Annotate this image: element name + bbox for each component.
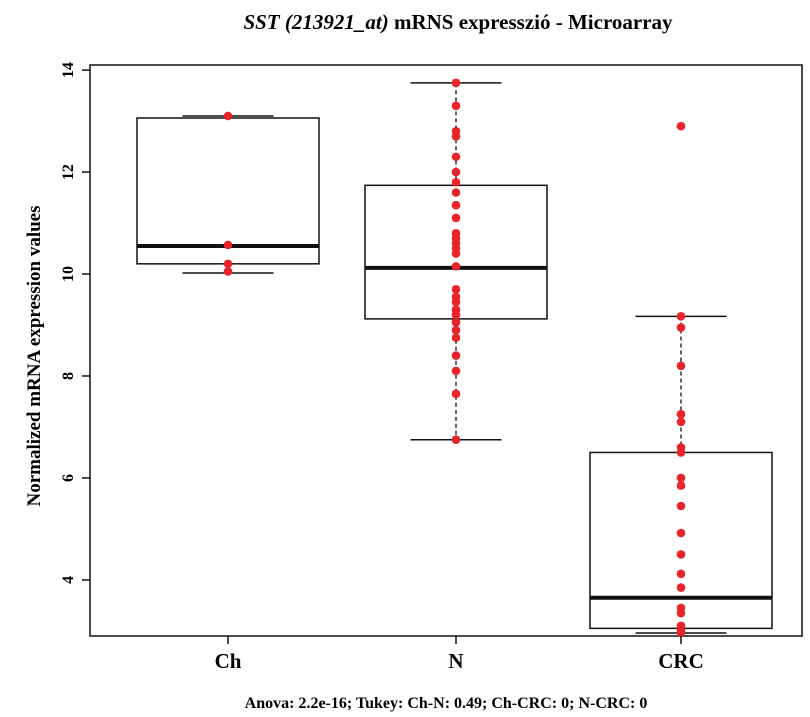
data-point bbox=[223, 259, 233, 269]
data-point bbox=[451, 351, 461, 360]
data-point bbox=[676, 361, 686, 371]
y-tick-label: 14 bbox=[60, 62, 77, 78]
box-ch bbox=[136, 117, 320, 265]
points-group bbox=[223, 78, 686, 637]
y-tick-label: 4 bbox=[60, 576, 77, 584]
data-point bbox=[451, 310, 461, 320]
data-point bbox=[451, 101, 461, 111]
data-point bbox=[451, 333, 461, 343]
chart-title-gene: SST (213921_at) bbox=[243, 10, 388, 34]
data-point bbox=[451, 188, 461, 197]
chart-title-rest: mRNS expresszió - Microarray bbox=[389, 10, 673, 34]
data-point bbox=[223, 267, 233, 276]
data-point bbox=[451, 78, 461, 88]
data-point bbox=[676, 608, 686, 618]
data-point bbox=[676, 448, 686, 457]
y-tick-label: 8 bbox=[60, 372, 77, 380]
data-point bbox=[676, 312, 686, 321]
box-group bbox=[136, 82, 773, 634]
data-point bbox=[676, 481, 686, 490]
data-point bbox=[451, 285, 461, 294]
data-point bbox=[676, 323, 686, 332]
data-point bbox=[451, 325, 461, 335]
data-point bbox=[676, 550, 686, 559]
y-tick-label: 10 bbox=[60, 266, 77, 282]
data-point bbox=[223, 111, 233, 121]
data-point bbox=[451, 213, 461, 223]
category-label: N bbox=[448, 649, 463, 673]
data-point bbox=[676, 583, 686, 592]
data-point bbox=[676, 628, 686, 637]
category-label: CRC bbox=[658, 649, 704, 673]
data-point bbox=[676, 501, 686, 511]
data-point bbox=[451, 249, 461, 258]
data-point bbox=[676, 528, 686, 538]
data-point bbox=[451, 200, 461, 210]
data-point bbox=[451, 318, 461, 327]
data-point bbox=[676, 569, 686, 579]
data-point bbox=[676, 121, 686, 131]
data-point bbox=[676, 473, 686, 483]
y-axis-label: Normalized mRNA expression values bbox=[24, 206, 45, 507]
data-point bbox=[451, 435, 461, 445]
y-axis: 4 6 8 10 12 14 bbox=[60, 62, 90, 584]
data-point bbox=[451, 132, 461, 141]
data-point bbox=[451, 167, 461, 177]
data-point bbox=[676, 417, 686, 427]
data-point bbox=[451, 389, 461, 399]
data-point bbox=[451, 297, 461, 307]
category-label: Ch bbox=[215, 649, 242, 673]
data-point bbox=[451, 262, 461, 271]
plot-frame bbox=[89, 64, 803, 637]
data-point bbox=[223, 240, 233, 250]
y-tick-label: 12 bbox=[60, 164, 77, 180]
footnote: Anova: 2.2e-16; Tukey: Ch-N: 0.49; Ch-CR… bbox=[245, 695, 648, 712]
x-axis-categories: Ch N CRC bbox=[215, 636, 704, 673]
data-point bbox=[676, 409, 686, 419]
y-tick-label: 6 bbox=[60, 474, 77, 482]
chart-title: SST (213921_at) mRNS expresszió - Microa… bbox=[243, 10, 673, 34]
data-point bbox=[451, 366, 461, 376]
data-point bbox=[451, 152, 461, 162]
data-point bbox=[451, 177, 461, 187]
